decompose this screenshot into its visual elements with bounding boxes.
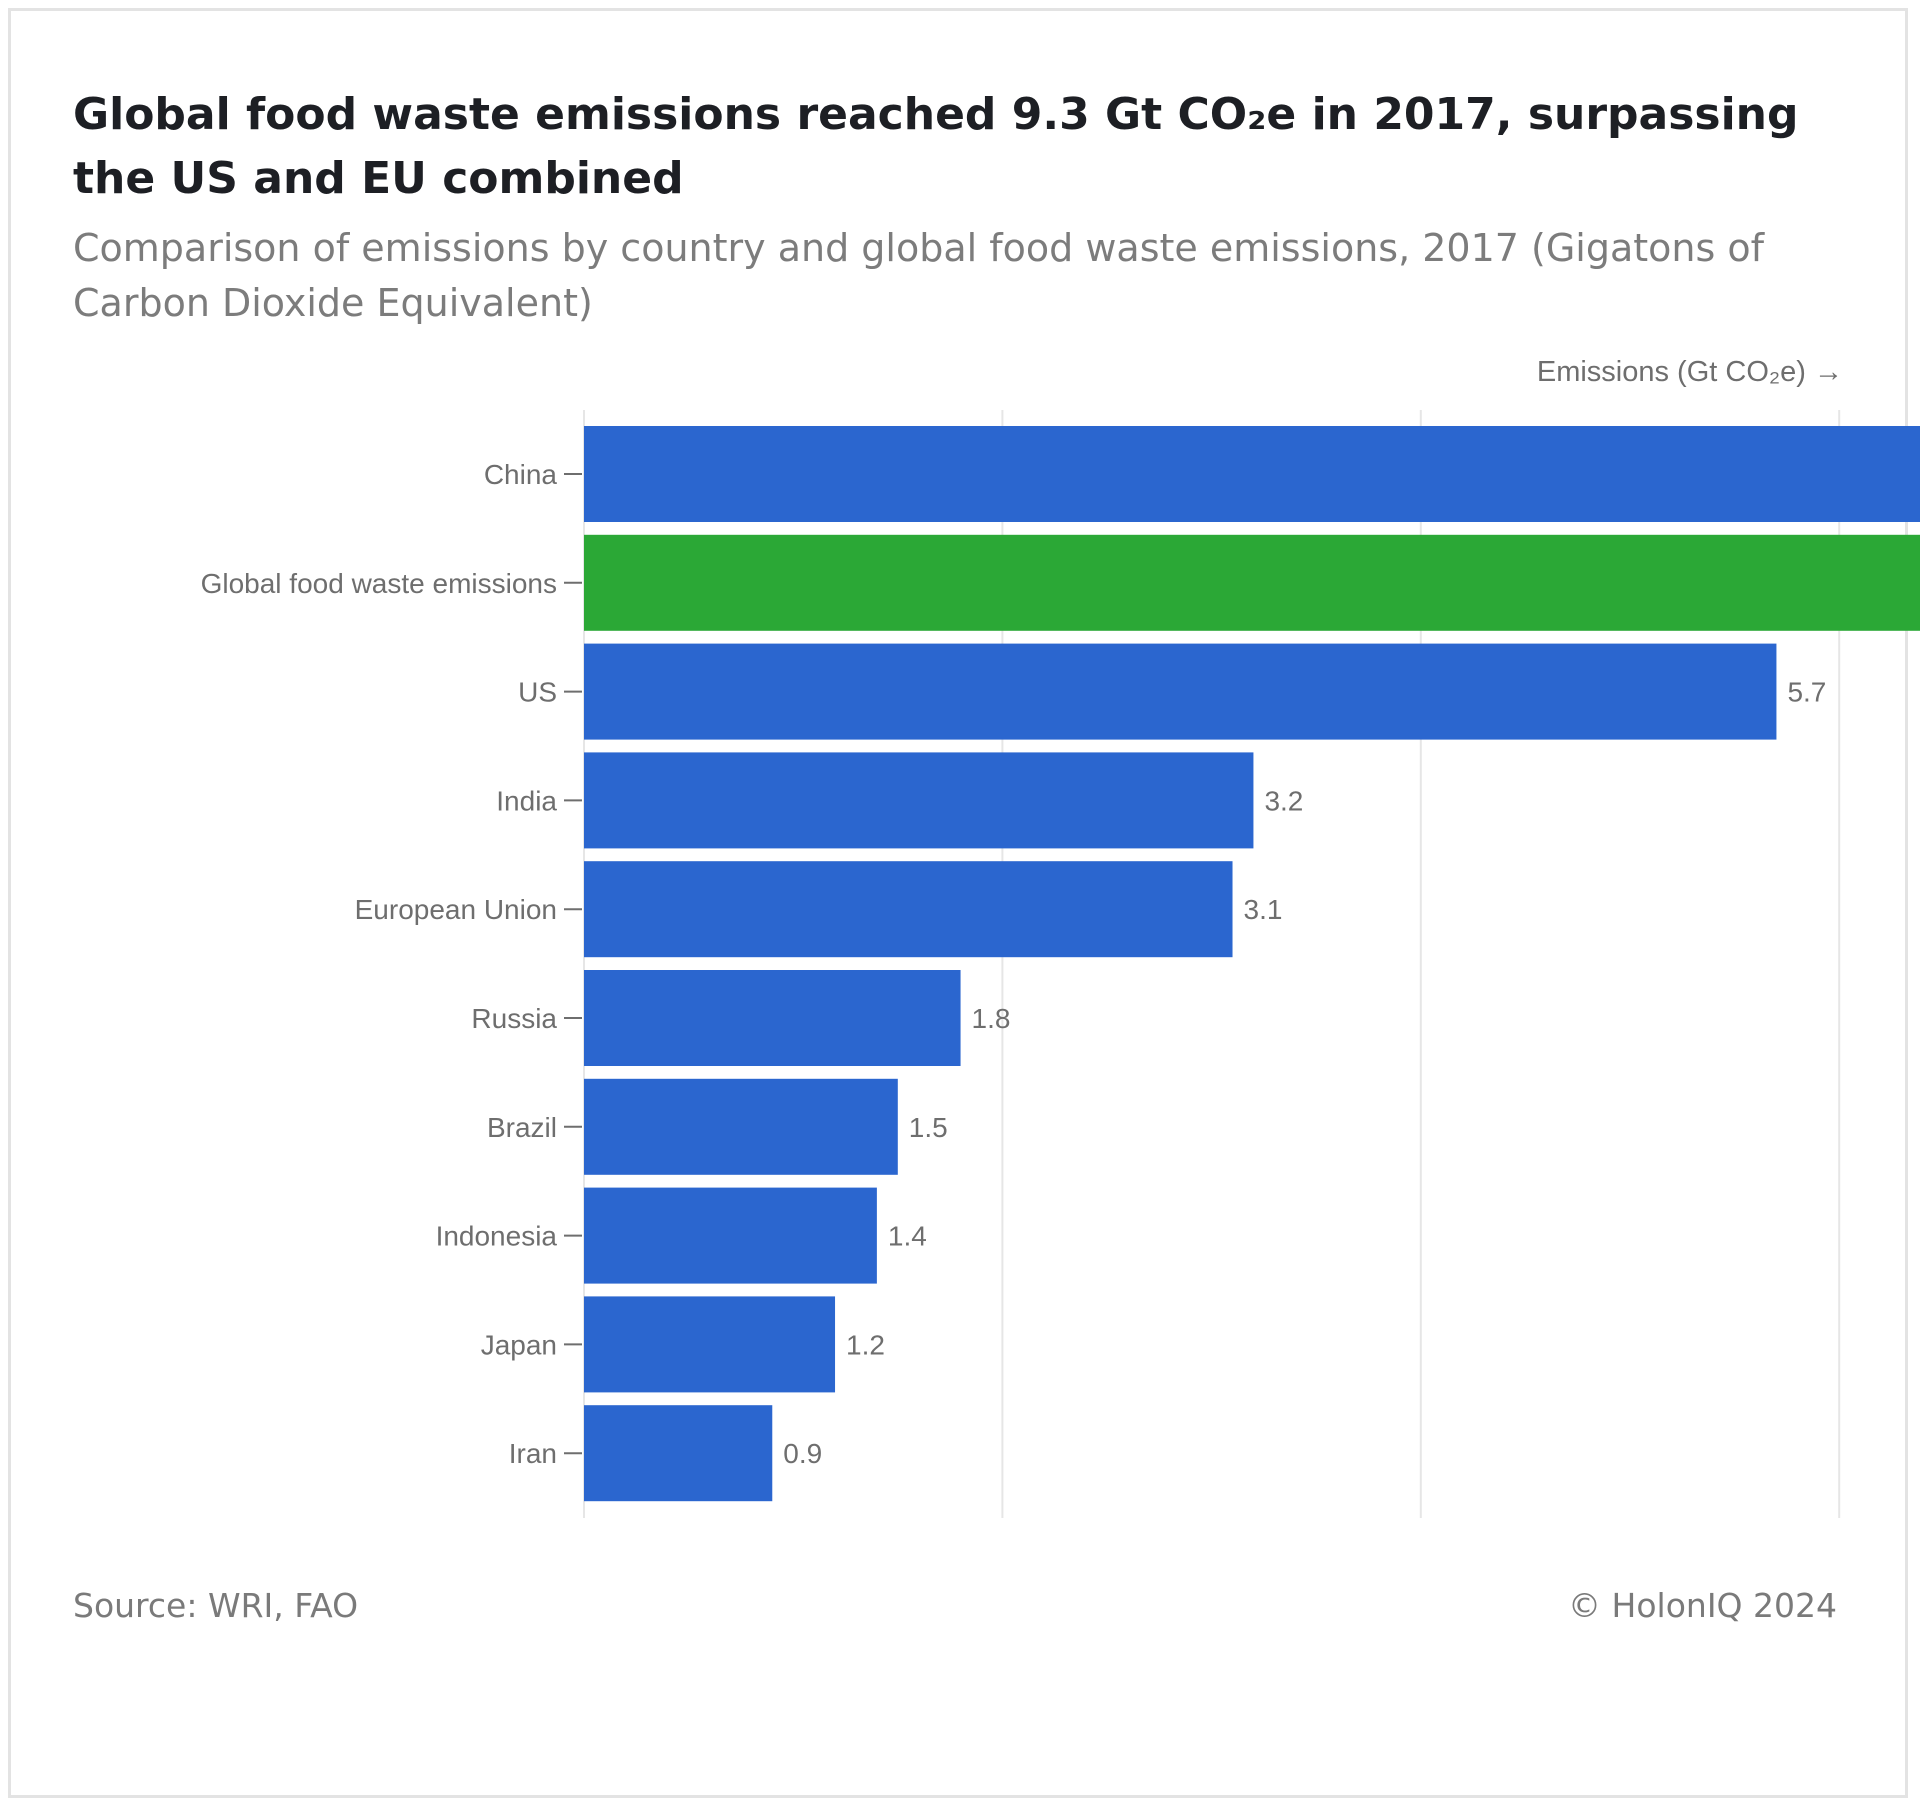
- value-label: 3.1: [1244, 894, 1283, 925]
- value-label: 5.7: [1787, 677, 1826, 708]
- x-axis-title: Emissions (Gt CO₂e) →: [1537, 356, 1843, 388]
- category-label: Russia: [471, 1003, 557, 1034]
- value-label: 1.2: [846, 1329, 885, 1360]
- copyright-note: © HolonIQ 2024: [1568, 1586, 1837, 1625]
- bar: [584, 1405, 773, 1502]
- bar: [584, 1187, 877, 1284]
- value-label: 1.8: [972, 1003, 1011, 1034]
- value-label: 3.2: [1264, 785, 1303, 816]
- bar: [584, 426, 1920, 522]
- category-label: India: [496, 785, 557, 816]
- category-label: Japan: [481, 1329, 557, 1360]
- bar: [584, 752, 1254, 849]
- bar: [584, 534, 1920, 631]
- bar: [584, 643, 1777, 740]
- value-label: 0.9: [783, 1438, 822, 1469]
- chart-subtitle: Comparison of emissions by country and g…: [73, 226, 1764, 325]
- source-note: Source: WRI, FAO: [73, 1586, 359, 1625]
- bar: [584, 1078, 898, 1175]
- chart-title: Global food waste emissions reached 9.3 …: [73, 89, 1799, 204]
- value-label: 1.4: [888, 1221, 927, 1252]
- category-label: Global food waste emissions: [201, 568, 557, 599]
- category-label: Brazil: [487, 1112, 557, 1143]
- bar: [584, 1296, 836, 1393]
- category-label: European Union: [355, 894, 557, 925]
- bar: [584, 970, 961, 1066]
- category-label: Indonesia: [436, 1221, 558, 1252]
- category-label: US: [518, 677, 557, 708]
- bar: [584, 861, 1233, 958]
- value-label: 1.5: [909, 1112, 948, 1143]
- category-label: Iran: [509, 1438, 557, 1469]
- chart-card: Global food waste emissions reached 9.3 …: [8, 8, 1908, 1798]
- category-label: China: [484, 459, 558, 490]
